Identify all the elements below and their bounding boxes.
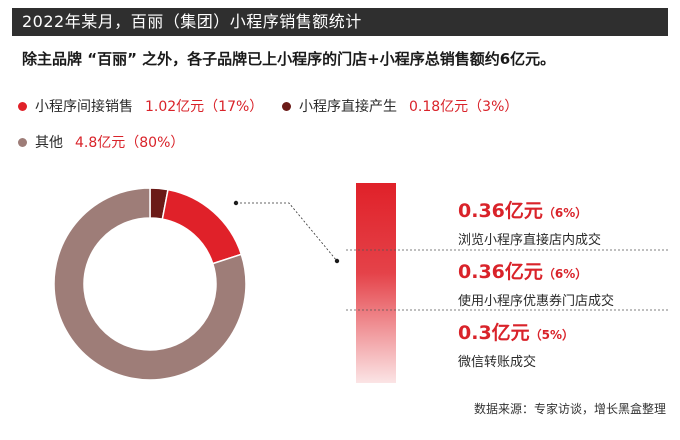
legend-item-other: 其他 4.8亿元（80%） [18, 132, 184, 152]
legend-label-direct: 小程序直接产生 [299, 99, 397, 115]
data-source: 数据来源：专家访谈，增长黑盒整理 [473, 402, 666, 416]
breakdown-amount-3: 0.3亿元 [458, 322, 530, 344]
breakdown-desc-1: 浏览小程序直接店内成交 [458, 233, 602, 248]
connector [233, 200, 340, 264]
legend-item-direct: 小程序直接产生 0.18亿元（3%） [282, 96, 518, 116]
breakdown-amount-2: 0.36亿元 [458, 261, 543, 283]
legend: 小程序间接销售 1.02亿元（17%） 小程序直接产生 0.18亿元（3%） 其… [10, 96, 570, 166]
connector-line [236, 202, 338, 262]
breakdown-desc-2: 使用小程序优惠券门店成交 [458, 294, 615, 309]
legend-dot-direct [282, 101, 291, 111]
breakdown-item-1: 0.36亿元（6%） 浏览小程序直接店内成交 [458, 196, 601, 248]
legend-value-direct: 0.18亿元（3%） [409, 99, 519, 115]
breakdown-desc-3: 微信转账成交 [458, 355, 537, 370]
breakdown-item-2: 0.36亿元（6%） 使用小程序优惠券门店成交 [458, 257, 614, 309]
legend-value-indirect: 1.02亿元（17%） [145, 99, 264, 115]
connector-dot-end [334, 258, 340, 264]
breakdown-item-3: 0.3亿元（5%） 微信转账成交 [458, 318, 574, 370]
legend-value-other: 4.8亿元（80%） [75, 135, 185, 151]
donut-slice-other [53, 187, 247, 381]
breakdown-amount-1: 0.36亿元 [458, 200, 543, 222]
chart-title: 2022年某月，百丽（集团）小程序销售额统计 [12, 8, 668, 36]
breakdown-percent-1: （6%） [542, 206, 588, 220]
chart-subtitle: 除主品牌 “百丽” 之外，各子品牌已上小程序的门店+小程序总销售额约6亿元。 [22, 50, 556, 68]
legend-label-indirect: 小程序间接销售 [35, 99, 133, 115]
breakdown-percent-2: （6%） [542, 267, 588, 281]
legend-dot-indirect [18, 101, 27, 111]
breakdown-bar [356, 183, 396, 383]
donut-slice-indirect [161, 188, 243, 265]
legend-dot-other [18, 137, 27, 147]
donut-chart [53, 187, 247, 381]
breakdown-percent-3: （5%） [529, 328, 575, 342]
legend-item-indirect: 小程序间接销售 1.02亿元（17%） [18, 96, 263, 116]
legend-label-other: 其他 [35, 135, 63, 151]
